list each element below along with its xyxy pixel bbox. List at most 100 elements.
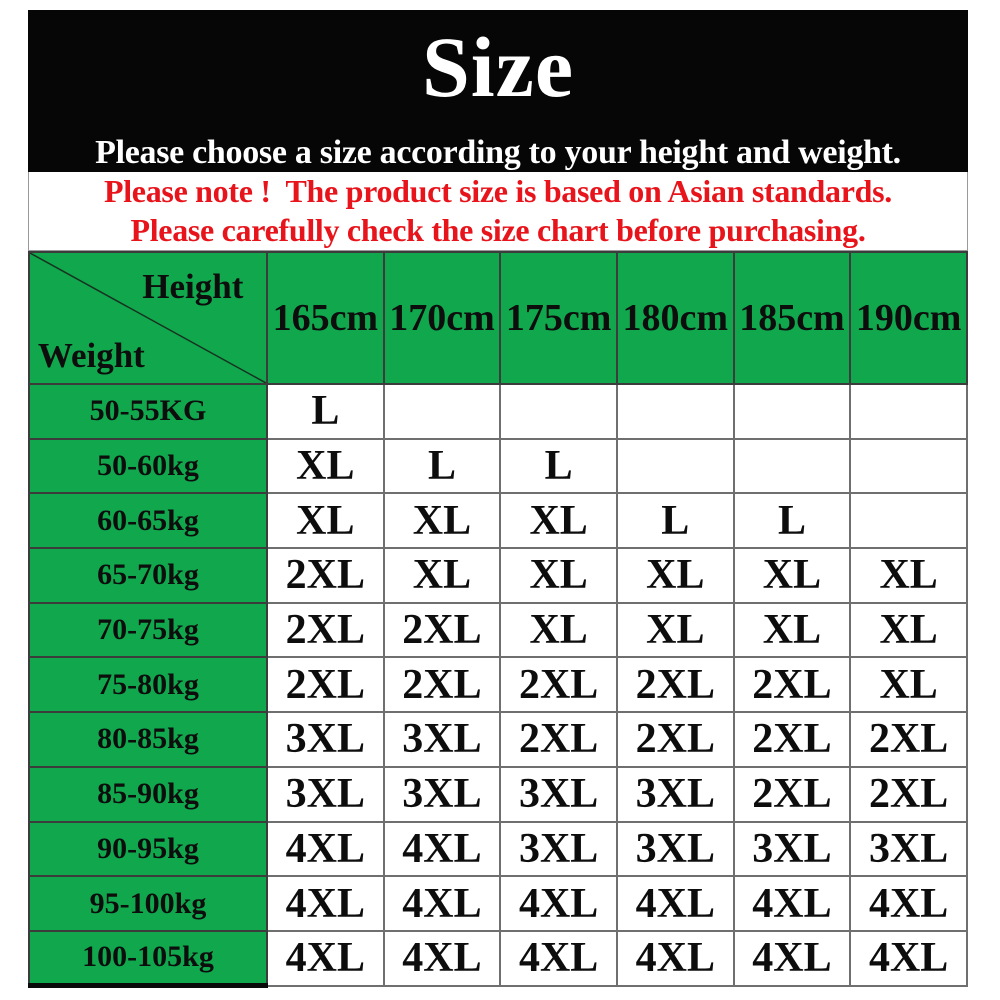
size-cell: 4XL — [732, 875, 852, 932]
size-cell: L — [266, 383, 385, 440]
size-cell: 3XL — [499, 820, 618, 878]
size-cell: L — [382, 437, 502, 495]
size-cell: 3XL — [615, 820, 735, 878]
size-cell: XL — [732, 547, 852, 604]
size-cell: 4XL — [382, 929, 502, 987]
size-cell — [615, 437, 735, 495]
weight-cell: 85-90kg — [28, 765, 268, 823]
size-chart-table: Height Weight 165cm 170cm 175cm 180cm 185cm 1… — [28, 251, 968, 989]
weight-cell: 95-100kg — [28, 875, 268, 932]
size-cell: XL — [499, 492, 618, 550]
size-cell: 2XL — [849, 765, 968, 823]
size-cell: XL — [499, 547, 618, 604]
size-cell: 3XL — [382, 711, 502, 768]
size-cell: XL — [615, 601, 735, 659]
height-header-cell: 165cm — [266, 251, 385, 385]
header-subtitle: Please choose a size according to your h… — [95, 134, 901, 171]
weight-cell: 80-85kg — [28, 711, 268, 768]
size-cell: 2XL — [382, 656, 502, 714]
size-cell — [732, 437, 852, 495]
size-cell: L — [615, 492, 735, 550]
size-cell: XL — [732, 601, 852, 659]
weight-cell: 100-105kg — [28, 929, 268, 989]
height-header-cell: 180cm — [615, 251, 735, 385]
table-row: 80-85kg 3XL 3XL 2XL 2XL 2XL 2XL — [28, 711, 968, 768]
size-cell: 2XL — [732, 711, 852, 768]
size-cell: 2XL — [615, 656, 735, 714]
weight-cell: 70-75kg — [28, 601, 268, 659]
corner-cell: Height Weight — [28, 251, 268, 385]
size-cell: 2XL — [732, 656, 852, 714]
size-cell: 3XL — [266, 711, 385, 768]
notice-line-2: Please carefully check the size chart be… — [130, 212, 866, 248]
table-row: 95-100kg 4XL 4XL 4XL 4XL 4XL 4XL — [28, 875, 968, 932]
table-row: 60-65kg XL XL XL L L — [28, 492, 968, 550]
table-row: 50-60kg XL L L — [28, 437, 968, 495]
size-cell: 4XL — [266, 929, 385, 987]
weight-cell: 50-55KG — [28, 383, 268, 440]
size-cell: 4XL — [615, 929, 735, 987]
size-cell: 3XL — [615, 765, 735, 823]
size-cell — [382, 383, 502, 440]
table-row: 90-95kg 4XL 4XL 3XL 3XL 3XL 3XL — [28, 820, 968, 878]
table-row: 70-75kg 2XL 2XL XL XL XL XL — [28, 601, 968, 659]
size-cell: XL — [849, 601, 968, 659]
weight-cell: 50-60kg — [28, 437, 268, 495]
height-header-cell: 170cm — [382, 251, 502, 385]
height-header-row: Height Weight 165cm 170cm 175cm 180cm 185cm 1… — [28, 251, 968, 385]
size-cell: 4XL — [382, 820, 502, 878]
page-title: Size — [421, 19, 575, 115]
size-cell: 4XL — [266, 875, 385, 932]
size-cell: XL — [499, 601, 618, 659]
weight-cell: 90-95kg — [28, 820, 268, 878]
weight-cell: 75-80kg — [28, 656, 268, 714]
size-cell: XL — [266, 437, 385, 495]
size-cell: 2XL — [382, 601, 502, 659]
height-header-cell: 185cm — [732, 251, 852, 385]
size-cell: L — [732, 492, 852, 550]
size-cell: 2XL — [266, 547, 385, 604]
size-cell: XL — [382, 492, 502, 550]
size-cell — [499, 383, 618, 440]
size-cell: 4XL — [732, 929, 852, 987]
size-cell: 3XL — [382, 765, 502, 823]
table-row: 65-70kg 2XL XL XL XL XL XL — [28, 547, 968, 604]
corner-height-label: Height — [142, 267, 244, 306]
size-cell: 4XL — [499, 875, 618, 932]
table-row: 100-105kg 4XL 4XL 4XL 4XL 4XL 4XL — [28, 929, 968, 989]
diagonal-divider-icon — [30, 253, 266, 383]
height-header-cell: 190cm — [849, 251, 968, 385]
size-cell: 2XL — [499, 711, 618, 768]
size-cell: 4XL — [849, 929, 968, 987]
table-row: 75-80kg 2XL 2XL 2XL 2XL 2XL XL — [28, 656, 968, 714]
notice-box: Please note ! The product size is based … — [28, 172, 968, 251]
size-cell: 3XL — [499, 765, 618, 823]
size-cell: 2XL — [615, 711, 735, 768]
size-cell: 2XL — [499, 656, 618, 714]
size-cell: XL — [382, 547, 502, 604]
size-table-body: 50-55KG L 50-60kg XL L L 60-65kg XL XL XL L L 65-70k… — [28, 383, 968, 989]
size-cell: 4XL — [382, 875, 502, 932]
size-cell — [849, 437, 968, 495]
size-cell: 3XL — [849, 820, 968, 878]
size-cell: 2XL — [732, 765, 852, 823]
weight-cell: 60-65kg — [28, 492, 268, 550]
size-cell — [849, 383, 968, 440]
notice-line-1: Please note ! The product size is based … — [103, 173, 893, 209]
size-cell: 3XL — [732, 820, 852, 878]
size-cell: XL — [849, 656, 968, 714]
size-cell — [732, 383, 852, 440]
size-cell: 4XL — [615, 875, 735, 932]
size-cell: 4XL — [266, 820, 385, 878]
size-cell: XL — [849, 547, 968, 604]
weight-cell: 65-70kg — [28, 547, 268, 604]
size-cell — [615, 383, 735, 440]
size-cell: 4XL — [499, 929, 618, 987]
size-cell: 2XL — [266, 601, 385, 659]
size-cell: XL — [266, 492, 385, 550]
size-cell: XL — [615, 547, 735, 604]
table-row: 85-90kg 3XL 3XL 3XL 3XL 2XL 2XL — [28, 765, 968, 823]
table-row: 50-55KG L — [28, 383, 968, 440]
corner-weight-label: Weight — [37, 336, 145, 375]
size-cell: L — [499, 437, 618, 495]
